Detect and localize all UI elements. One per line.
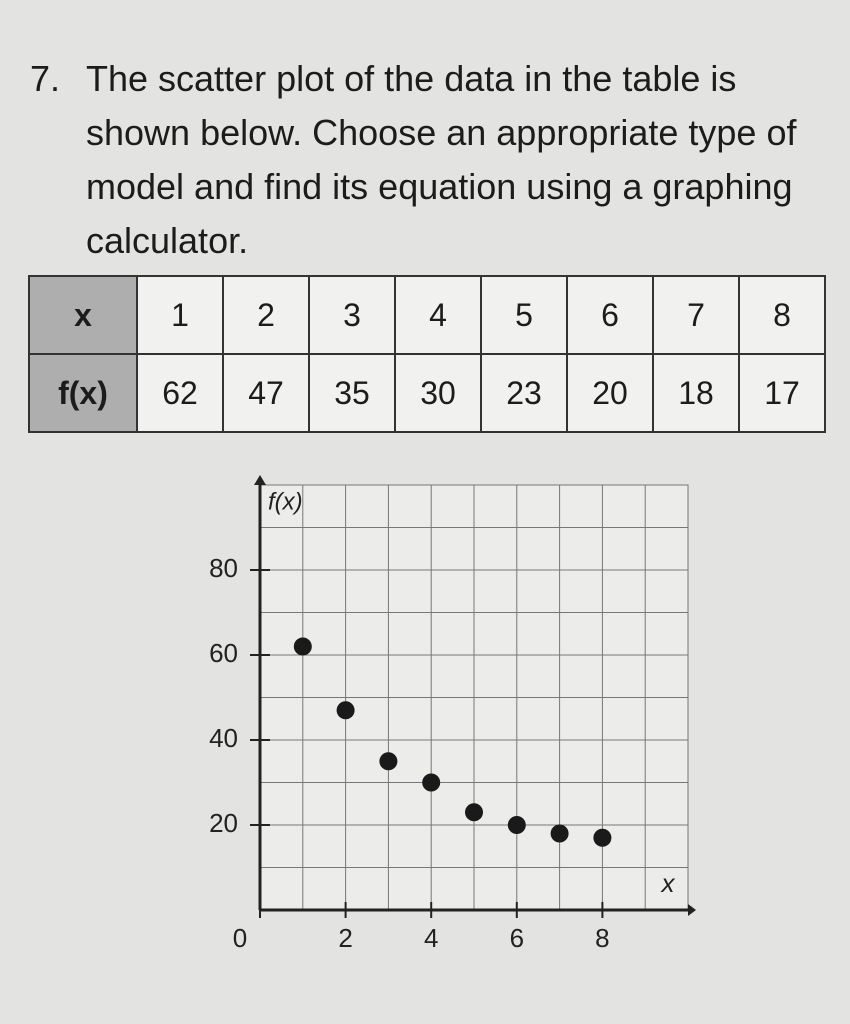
y-axis-arrow bbox=[254, 475, 266, 485]
data-point bbox=[336, 701, 355, 720]
row-header: f(x) bbox=[28, 353, 138, 433]
table-cell: 23 bbox=[480, 353, 568, 433]
x-tick-label: 8 bbox=[595, 923, 609, 953]
table-row: f(x) 62 47 35 30 23 20 18 17 bbox=[28, 353, 826, 433]
table-cell: 1 bbox=[136, 275, 224, 355]
y-tick-label: 40 bbox=[209, 723, 238, 753]
data-point bbox=[465, 803, 483, 822]
x-tick-label: 0 bbox=[233, 923, 247, 953]
data-table: x 1 2 3 4 5 6 7 8 f(x) 62 47 35 30 23 20 18 17 bbox=[28, 275, 826, 433]
data-point bbox=[550, 824, 569, 843]
table-cell: 62 bbox=[136, 353, 224, 433]
table-cell: 47 bbox=[222, 353, 310, 433]
x-axis-label: x bbox=[660, 868, 676, 898]
table-cell: 4 bbox=[394, 275, 482, 355]
row-header: x bbox=[28, 275, 138, 355]
table-cell: 18 bbox=[652, 353, 740, 433]
question: 7. The scatter plot of the data in the t… bbox=[30, 52, 830, 268]
y-tick-label: 60 bbox=[209, 638, 238, 668]
data-point bbox=[593, 828, 612, 847]
x-axis-arrow bbox=[688, 904, 696, 916]
data-point bbox=[507, 816, 526, 834]
chart: 0 2 4 6 8 20 40 60 80 f(x) x bbox=[209, 475, 696, 953]
table-cell: 7 bbox=[652, 275, 740, 355]
table-cell: 2 bbox=[222, 275, 310, 355]
table-cell: 20 bbox=[566, 353, 654, 433]
y-tick-label: 20 bbox=[209, 808, 238, 838]
x-tick-label: 6 bbox=[510, 923, 524, 953]
data-point bbox=[379, 752, 398, 771]
table-cell: 30 bbox=[394, 353, 482, 433]
y-axis-label: f(x) bbox=[268, 488, 303, 515]
table-cell: 17 bbox=[738, 353, 826, 433]
data-point bbox=[422, 773, 441, 792]
x-tick-label: 2 bbox=[338, 923, 352, 953]
table-cell: 8 bbox=[738, 275, 826, 355]
x-tick-label: 4 bbox=[424, 923, 438, 953]
data-point bbox=[293, 637, 312, 656]
y-tick-label: 80 bbox=[209, 553, 238, 583]
table-cell: 35 bbox=[308, 353, 396, 433]
table-cell: 6 bbox=[566, 275, 654, 355]
question-text: The scatter plot of the data in the tabl… bbox=[86, 58, 797, 261]
table-cell: 5 bbox=[480, 275, 568, 355]
table-cell: 3 bbox=[308, 275, 396, 355]
question-number: 7. bbox=[30, 58, 61, 99]
